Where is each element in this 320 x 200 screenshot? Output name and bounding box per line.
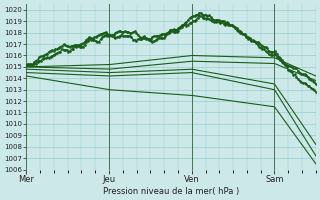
X-axis label: Pression niveau de la mer( hPa ): Pression niveau de la mer( hPa )	[103, 187, 239, 196]
